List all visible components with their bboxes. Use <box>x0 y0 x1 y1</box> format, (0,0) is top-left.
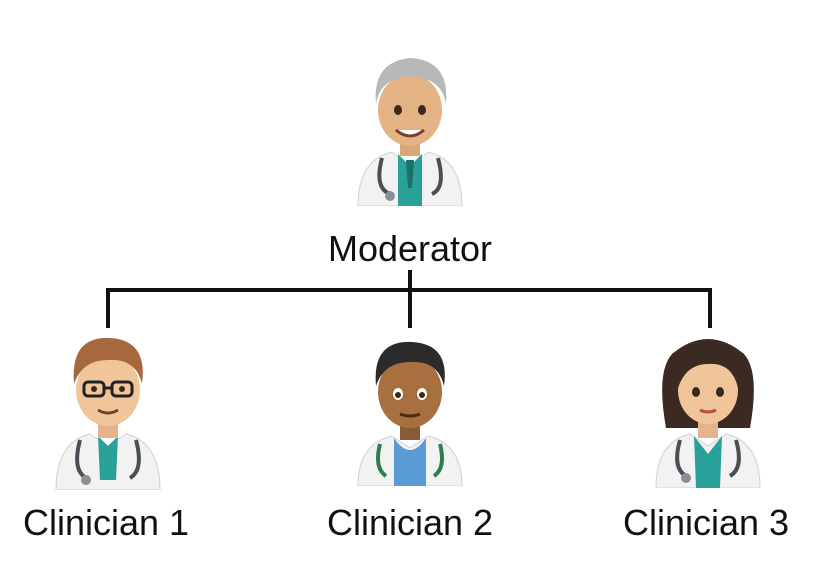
clinician-1-label: Clinician 1 <box>22 502 190 543</box>
clinician-2-label: Clinician 2 <box>326 502 494 543</box>
doctor-senior-icon <box>352 48 468 206</box>
doctor-man-icon <box>354 336 466 486</box>
moderator-label: Moderator <box>327 228 493 269</box>
clinician-3-label: Clinician 3 <box>622 502 790 543</box>
doctor-woman-icon <box>652 332 764 488</box>
doctor-glasses-icon <box>52 330 164 490</box>
